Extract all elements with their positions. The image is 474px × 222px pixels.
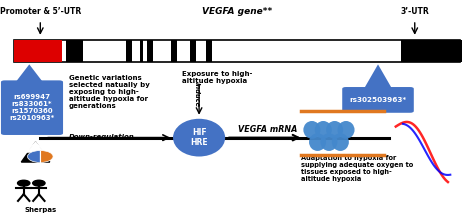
Bar (401, 40, 462, 62)
Bar (171, 40, 177, 62)
Text: 3’-UTR: 3’-UTR (401, 7, 429, 16)
Polygon shape (27, 142, 44, 152)
Ellipse shape (332, 133, 349, 151)
Bar (14, 40, 460, 62)
Text: VEGFA mRNA: VEGFA mRNA (238, 125, 298, 134)
Bar (190, 40, 196, 62)
Ellipse shape (326, 121, 343, 139)
FancyBboxPatch shape (1, 80, 63, 135)
Bar (147, 40, 153, 62)
Text: Genetic variations
selected natually by
exposing to high-
altitude hypoxia for
g: Genetic variations selected natually by … (69, 75, 150, 109)
Text: HIF
HRE: HIF HRE (190, 128, 208, 147)
Polygon shape (21, 142, 50, 162)
Text: VEGFA gene**: VEGFA gene** (202, 7, 272, 16)
Circle shape (18, 180, 30, 186)
Bar (66, 40, 83, 62)
Wedge shape (27, 151, 40, 163)
Text: Induce: Induce (194, 82, 200, 107)
Bar (126, 40, 132, 62)
Text: Exposure to high-
altitude hypoxia: Exposure to high- altitude hypoxia (182, 71, 253, 84)
Text: rs302503963*: rs302503963* (349, 97, 407, 103)
Text: rs699947
rs833061*
rs1570360
rs2010963*: rs699947 rs833061* rs1570360 rs2010963* (9, 94, 55, 121)
Ellipse shape (309, 133, 326, 151)
Text: Promoter & 5’-UTR: Promoter & 5’-UTR (0, 7, 81, 16)
Text: Adaptation to hypoxia for
supplying adequate oxygen to
tissues exposed to high-
: Adaptation to hypoxia for supplying adeq… (301, 155, 413, 182)
Ellipse shape (320, 133, 337, 151)
Polygon shape (364, 64, 392, 89)
Polygon shape (16, 64, 43, 82)
Ellipse shape (173, 119, 225, 157)
Ellipse shape (315, 121, 332, 139)
Text: VEGF-A: VEGF-A (343, 103, 373, 110)
Circle shape (33, 180, 45, 186)
Bar (206, 40, 212, 62)
FancyBboxPatch shape (342, 87, 414, 113)
Ellipse shape (303, 121, 320, 139)
Text: Sherpas: Sherpas (24, 207, 56, 213)
Ellipse shape (337, 121, 355, 139)
Text: Down-regulation: Down-regulation (69, 133, 135, 140)
Wedge shape (40, 151, 53, 163)
Bar (140, 40, 143, 62)
Bar (14, 40, 62, 62)
